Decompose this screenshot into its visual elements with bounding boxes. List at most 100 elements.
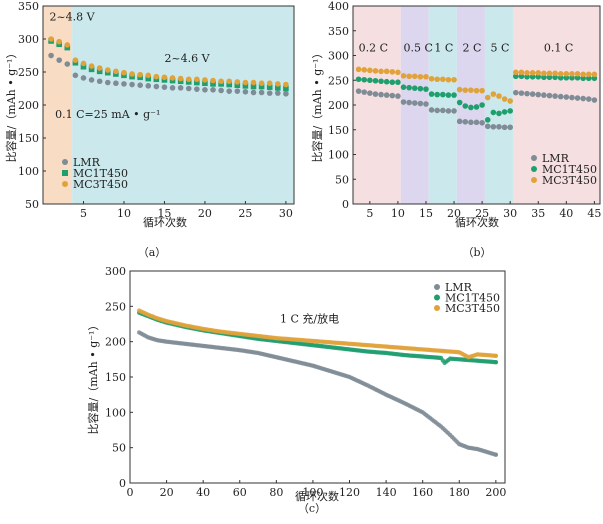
chart-panel-1: 5 10 15 20 25 30 35 40 45 0 50 100 150 200 250 300 350 40… (310, 0, 601, 259)
data-point (557, 74, 564, 81)
data-point (569, 94, 575, 101)
chart-panel-2: 0 20 40 60 80 100 120 140 160 180 200 0 50 100 150 200 2… (86, 265, 506, 515)
data-point (169, 85, 176, 91)
data-point (445, 76, 452, 83)
data-point (591, 97, 598, 103)
data-point (512, 69, 519, 76)
data-point (496, 110, 502, 117)
data-point (266, 90, 273, 96)
data-point (512, 89, 519, 96)
panel-caption: （b） (462, 246, 491, 259)
y-tick-label: 350 (328, 25, 349, 38)
data-point (64, 42, 71, 48)
data-point (145, 83, 152, 89)
data-point (493, 359, 499, 365)
y-tick-label: 50 (112, 442, 126, 455)
data-point (96, 78, 103, 85)
data-point (428, 75, 435, 82)
data-point (490, 109, 497, 116)
data-point (417, 100, 424, 107)
legend-label: MC1T450 (73, 167, 128, 180)
data-point (400, 99, 407, 105)
y-tick-label: 200 (328, 99, 349, 112)
data-point (80, 60, 87, 67)
data-point (202, 87, 208, 93)
data-point (440, 107, 446, 114)
data-point (56, 57, 62, 63)
data-point (541, 74, 547, 81)
legend-marker (62, 159, 68, 165)
data-point (88, 63, 95, 69)
data-point (361, 67, 368, 73)
data-point (361, 76, 368, 83)
x-axis-label: 循环次数 (455, 215, 499, 229)
annotation-text: 0.1 C=25 mA • g⁻¹ (55, 108, 160, 121)
data-point (400, 72, 407, 79)
data-point (552, 70, 558, 77)
data-point (468, 119, 474, 126)
x-tick-label: 180 (449, 486, 470, 499)
annotation-text: 2~4.6 V (164, 52, 210, 65)
data-point (434, 76, 441, 83)
data-point (468, 104, 474, 111)
data-point (518, 69, 525, 76)
data-point (440, 91, 446, 98)
x-tick-label: 40 (196, 486, 210, 499)
x-tick-label: 25 (475, 207, 489, 220)
data-point (389, 69, 396, 75)
data-point (177, 75, 184, 82)
data-point (501, 96, 508, 102)
region-band (484, 6, 513, 204)
y-tick-label: 300 (18, 33, 39, 46)
data-point (591, 75, 598, 82)
data-point (266, 84, 273, 90)
data-point (456, 86, 463, 93)
data-point (423, 86, 429, 92)
data-point (490, 123, 497, 130)
panel-caption: （a） (138, 246, 167, 259)
series-MC3T450 (136, 308, 499, 360)
data-point (496, 123, 502, 130)
data-point (580, 95, 586, 102)
data-point (563, 74, 570, 81)
data-point (80, 63, 87, 70)
data-point (507, 98, 513, 104)
x-tick-label: 45 (587, 207, 601, 220)
data-point (456, 118, 463, 125)
data-point (372, 77, 379, 84)
legend-label: MC1T450 (542, 163, 597, 176)
data-point (185, 76, 192, 83)
y-tick-label: 150 (105, 371, 126, 384)
data-point (395, 93, 401, 99)
x-tick-label: 20 (198, 207, 212, 220)
data-point (104, 79, 111, 86)
data-point (88, 66, 95, 73)
data-point (378, 91, 384, 98)
data-point (96, 68, 103, 75)
data-point (546, 74, 553, 81)
data-point (406, 99, 412, 106)
data-point (535, 91, 542, 98)
data-point (411, 100, 418, 106)
x-tick-label: 35 (531, 207, 545, 220)
y-axis-label: 比容量/（mAh • g⁻¹） (4, 48, 18, 163)
data-point (80, 75, 87, 81)
data-point (574, 71, 581, 77)
data-point (493, 452, 499, 457)
data-point (518, 73, 525, 80)
data-point (355, 66, 362, 73)
data-point (194, 79, 200, 86)
data-point (512, 73, 519, 80)
legend-marker (434, 305, 440, 311)
data-point (234, 79, 241, 85)
data-point (546, 70, 553, 77)
data-point (121, 69, 127, 76)
data-point (389, 92, 396, 99)
data-point (411, 85, 418, 91)
y-tick-label: 0 (342, 198, 349, 211)
data-point (283, 90, 289, 97)
data-point (490, 91, 497, 97)
legend-label: MC3T450 (445, 302, 500, 315)
data-point (484, 94, 491, 101)
legend-marker (62, 170, 68, 176)
